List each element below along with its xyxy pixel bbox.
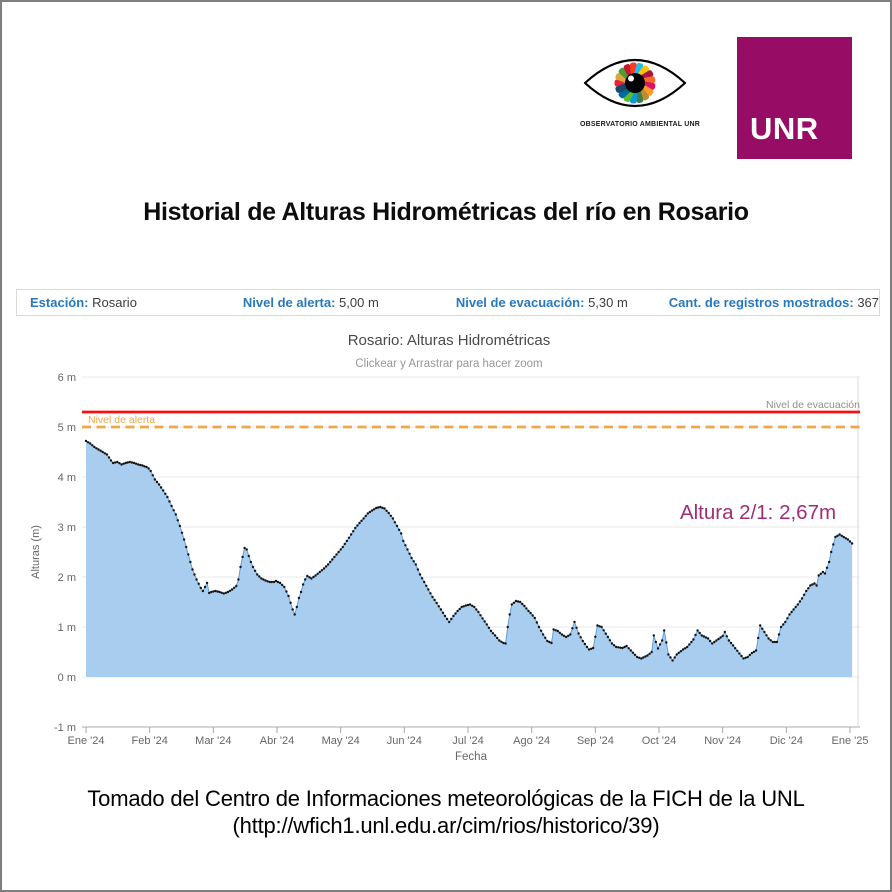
- alert-level-label: Nivel de alerta: [88, 414, 155, 426]
- x-tick-label: Jun '24: [387, 735, 422, 747]
- y-tick-label: 1 m: [58, 622, 76, 634]
- source-attribution: Tomado del Centro de Informaciones meteo…: [2, 785, 890, 839]
- eye-iris-petal: [623, 89, 634, 103]
- info-item: Cant. de registros mostrados: 367: [656, 295, 879, 310]
- info-item-value: 5,30 m: [588, 295, 628, 310]
- y-tick-label: 6 m: [58, 372, 76, 384]
- x-tick-label: May '24: [322, 735, 360, 747]
- source-line-2: (http://wfich1.unl.edu.ar/cim/rios/histo…: [232, 813, 660, 838]
- page-title: Historial de Alturas Hidrométricas del r…: [143, 198, 749, 226]
- y-tick-label: 2 m: [58, 572, 76, 584]
- info-item: Estación: Rosario: [17, 295, 230, 310]
- eye-pupil: [625, 73, 645, 93]
- y-tick-label: -1 m: [54, 722, 76, 734]
- x-tick-label: Nov '24: [704, 735, 741, 747]
- x-tick-label: Ago '24: [513, 735, 550, 747]
- eye-iris-petal: [640, 85, 654, 96]
- info-item-value: Rosario: [92, 295, 137, 310]
- eye-iris-petal: [618, 67, 631, 80]
- x-tick-label: Ene '24: [68, 735, 105, 747]
- x-tick-label: Abr '24: [260, 735, 295, 747]
- y-tick-label: 3 m: [58, 522, 76, 534]
- x-tick-label: Feb '24: [131, 735, 167, 747]
- hydrometric-chart[interactable]: Rosario: Alturas Hidrométricas Clickear y…: [2, 327, 892, 777]
- series-area[interactable]: [86, 441, 853, 677]
- x-tick-label: Oct '24: [642, 735, 677, 747]
- eye-iris-petal: [638, 88, 650, 101]
- y-axis-title: Alturas (m): [30, 525, 42, 579]
- evacuation-level-label: Nivel de evacuación: [766, 399, 860, 411]
- chart-title: Rosario: Alturas Hidrométricas: [348, 332, 551, 349]
- x-tick-label: Jul '24: [452, 735, 483, 747]
- eye-highlight: [628, 75, 634, 82]
- eye-iris-petal: [618, 86, 631, 99]
- source-line-1: Tomado del Centro de Informaciones meteo…: [87, 786, 805, 811]
- observatorio-ambiental-logo: OBSERVATORIO AMBIENTAL UNR: [580, 54, 701, 128]
- observatorio-logo-caption: OBSERVATORIO AMBIENTAL UNR: [580, 121, 701, 128]
- y-tick-label: 4 m: [58, 472, 76, 484]
- info-bar: Estación: Rosario Nivel de alerta: 5,00 m…: [16, 289, 880, 316]
- y-tick-label: 5 m: [58, 422, 76, 434]
- unr-logo: UNR: [737, 37, 852, 159]
- info-item-value: 5,00 m: [339, 295, 379, 310]
- info-item-value: 367: [857, 295, 880, 310]
- eye-icon: [583, 58, 687, 108]
- x-tick-label: Mar '24: [195, 735, 231, 747]
- unr-logo-text: UNR: [750, 111, 819, 146]
- x-axis-title: Fecha: [455, 751, 488, 763]
- info-item-label: Cant. de registros mostrados:: [668, 295, 858, 310]
- eye-outline: [583, 58, 687, 108]
- info-item-label: Nivel de alerta:: [242, 295, 340, 310]
- series-points: [84, 439, 854, 662]
- current-height-annotation: Altura 2/1: 2,67m: [680, 501, 836, 524]
- x-tick-label: Ene '25: [832, 735, 869, 747]
- eye-iris-petal: [638, 65, 650, 78]
- info-item: Nivel de alerta: 5,00 m: [230, 295, 443, 310]
- eye-iris-petal: [615, 83, 629, 93]
- chart-subtitle: Clickear y Arrastrar para hacer zoom: [355, 358, 542, 370]
- y-tick-label: 0 m: [58, 672, 76, 684]
- info-item: Nivel de evacuación: 5,30 m: [443, 295, 656, 310]
- x-tick-label: Sep '24: [577, 735, 614, 747]
- info-item-label: Estación:: [30, 295, 93, 310]
- info-item-label: Nivel de evacuación:: [455, 295, 589, 310]
- x-tick-label: Dic '24: [770, 735, 803, 747]
